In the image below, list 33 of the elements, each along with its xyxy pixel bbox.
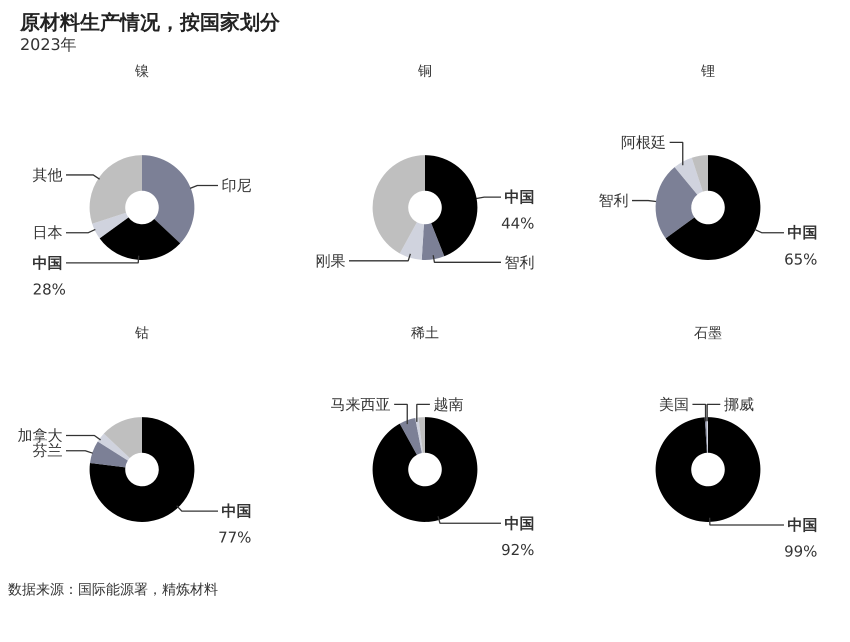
- slice-label: 越南: [434, 395, 464, 414]
- slice-label: 中国: [504, 514, 535, 532]
- slice-label: 美国: [658, 395, 689, 414]
- slice-label: 挪威: [724, 395, 754, 414]
- text: 原材料生产情况，按国家划分: [20, 9, 280, 36]
- data-label: 65%: [784, 250, 818, 268]
- chart-title: 稀土: [411, 326, 439, 342]
- slice-label: 刚果: [315, 252, 346, 270]
- chart-title: 镍: [134, 64, 149, 80]
- slice-label: 马来西亚: [330, 395, 390, 414]
- data-label: 44%: [501, 214, 534, 233]
- slice-label: 其他: [32, 166, 62, 184]
- slice-label: 印尼: [222, 176, 252, 194]
- chart-title: 锂: [700, 64, 715, 80]
- slice-label: 日本: [32, 224, 62, 242]
- slice-label: 中国: [504, 188, 535, 206]
- chart-title: 石墨: [694, 326, 722, 342]
- source-note: 数据来源：国际能源署，精炼材料: [8, 581, 218, 600]
- slice-label: 中国: [222, 502, 252, 520]
- chart-title: 钴: [134, 326, 149, 342]
- slice-label: 芬兰: [32, 442, 62, 460]
- data-label: 77%: [218, 528, 252, 547]
- data-label: 92%: [501, 540, 534, 559]
- data-label: 99%: [784, 542, 818, 561]
- slice-label: 中国: [788, 516, 818, 534]
- slice-label: 智利: [598, 192, 628, 210]
- text: 2023年: [20, 34, 77, 56]
- slice-label: 阿根廷: [620, 133, 666, 152]
- chart-title: 铜: [417, 64, 432, 80]
- slice-label: 中国: [32, 254, 62, 272]
- slice-label: 智利: [504, 253, 535, 272]
- data-label: 28%: [32, 280, 66, 298]
- slice-label: 中国: [788, 224, 818, 242]
